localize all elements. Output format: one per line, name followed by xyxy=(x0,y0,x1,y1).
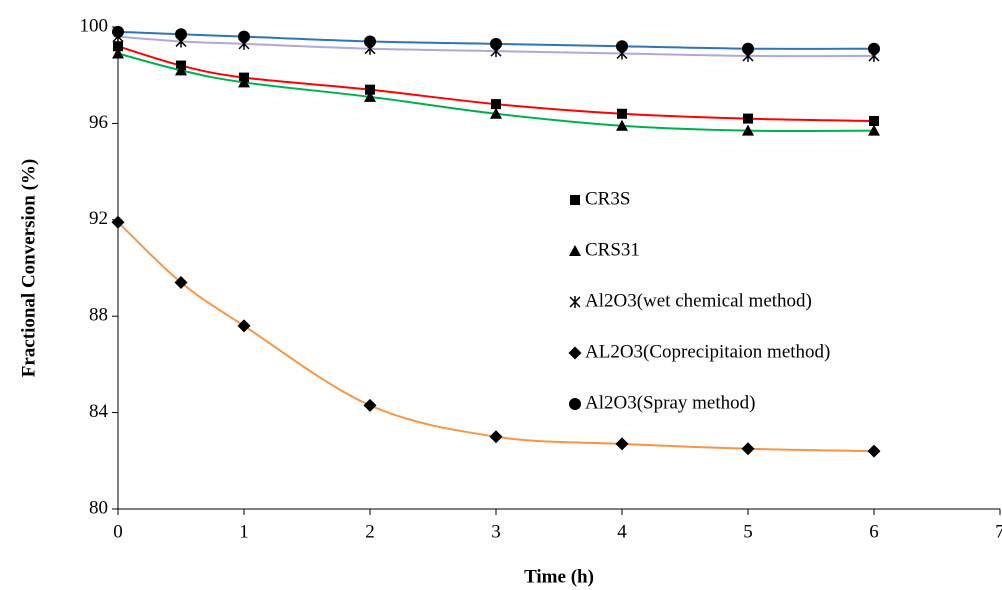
marker xyxy=(741,442,755,456)
marker xyxy=(364,90,376,102)
legend-item: CR3S xyxy=(570,188,630,209)
marker xyxy=(570,195,580,205)
marker xyxy=(365,84,375,95)
marker xyxy=(616,119,628,131)
marker xyxy=(742,42,754,55)
y-tick-label: 80 xyxy=(89,497,108,518)
series-line xyxy=(117,52,875,132)
y-tick-label: 100 xyxy=(80,15,109,36)
marker xyxy=(363,398,377,412)
y-axis-title: Fractional Conversion (%) xyxy=(18,159,39,377)
marker xyxy=(238,30,250,43)
marker xyxy=(174,275,188,289)
y-tick-label: 84 xyxy=(89,401,109,422)
legend-item: Al2O3(Spray method) xyxy=(569,392,755,413)
marker xyxy=(868,42,880,55)
marker xyxy=(175,28,187,41)
marker xyxy=(112,47,124,59)
marker xyxy=(569,245,581,256)
marker xyxy=(175,64,187,76)
x-tick-label: 4 xyxy=(617,521,627,542)
y-tick-label: 92 xyxy=(89,208,108,229)
y-tick-label: 88 xyxy=(89,305,108,326)
legend-label: CRS31 xyxy=(585,239,640,260)
legend-item: AL2O3(Coprecipitaion method) xyxy=(568,341,830,362)
marker xyxy=(238,76,250,88)
x-tick-label: 3 xyxy=(491,521,501,542)
marker xyxy=(615,437,629,451)
marker xyxy=(867,444,881,458)
marker xyxy=(569,398,581,410)
marker xyxy=(111,215,125,229)
marker xyxy=(491,99,501,110)
x-tick-label: 7 xyxy=(995,521,1002,542)
x-tick-label: 2 xyxy=(365,521,375,542)
x-axis-title: Time (h) xyxy=(524,566,594,587)
series-line xyxy=(117,221,875,453)
x-tick-label: 6 xyxy=(869,521,879,542)
marker xyxy=(237,319,251,333)
x-tick-label: 1 xyxy=(239,521,249,542)
legend-label: Al2O3(Spray method) xyxy=(585,392,755,413)
legend-label: CR3S xyxy=(585,188,630,209)
legend-label: Al2O3(wet chemical method) xyxy=(585,290,812,311)
marker xyxy=(869,115,879,126)
legend-label: AL2O3(Coprecipitaion method) xyxy=(585,341,830,362)
marker xyxy=(490,37,502,50)
marker xyxy=(364,35,376,48)
x-tick-label: 5 xyxy=(743,521,753,542)
marker xyxy=(489,430,503,444)
y-tick-label: 96 xyxy=(89,112,108,133)
marker xyxy=(742,124,754,136)
marker xyxy=(868,124,880,136)
marker xyxy=(568,346,582,360)
marker xyxy=(617,108,627,119)
x-tick-label: 0 xyxy=(113,521,123,542)
marker xyxy=(616,40,628,53)
marker xyxy=(490,107,502,119)
marker xyxy=(743,113,753,124)
marker xyxy=(112,25,124,38)
legend-item: CRS31 xyxy=(569,239,640,260)
legend-item: Al2O3(wet chemical method) xyxy=(569,290,812,311)
marker xyxy=(569,296,581,308)
marker xyxy=(113,41,123,52)
